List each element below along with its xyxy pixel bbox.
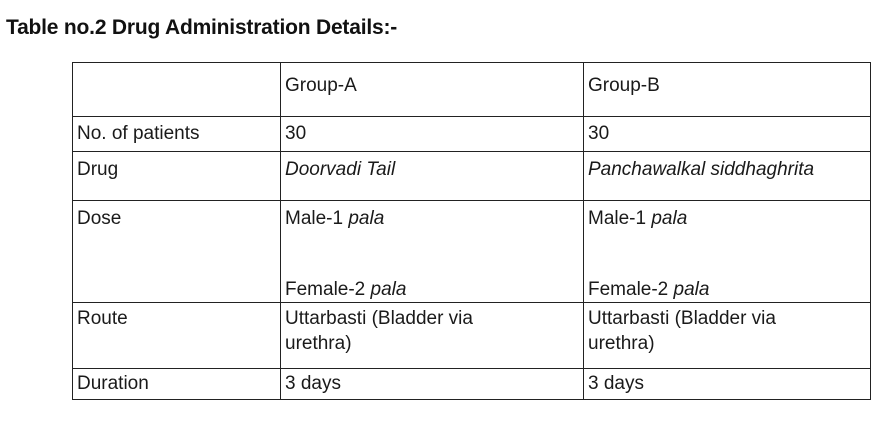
row-label-dose: Dose bbox=[72, 200, 281, 303]
dose-spacer bbox=[588, 231, 866, 277]
drug-group-a: Doorvadi Tail bbox=[280, 151, 584, 201]
dose-group-a-female: Female-2 pala bbox=[285, 277, 579, 302]
route-group-b: Uttarbasti (Bladder via urethra) bbox=[583, 302, 871, 369]
table-header-row: Group-A Group-B bbox=[72, 62, 871, 117]
dose-unit: pala bbox=[370, 279, 407, 300]
patients-group-b: 30 bbox=[583, 116, 871, 152]
table-row-dose: Dose Male-1 pala Female-2 pala Male-1 pa… bbox=[72, 200, 871, 303]
row-label-duration: Duration bbox=[72, 368, 281, 400]
dose-unit: pala bbox=[673, 279, 710, 300]
table-row-route: Route Uttarbasti (Bladder via urethra) U… bbox=[72, 302, 871, 369]
patients-group-a: 30 bbox=[280, 116, 584, 152]
drug-group-b: Panchawalkal siddhaghrita bbox=[583, 151, 871, 201]
route-group-a-line1: Uttarbasti (Bladder via bbox=[285, 308, 473, 329]
dose-unit: pala bbox=[651, 208, 688, 229]
dose-unit: pala bbox=[348, 208, 385, 229]
table-row-drug: Drug Doorvadi Tail Panchawalkal siddhagh… bbox=[72, 151, 871, 201]
drug-administration-table: Group-A Group-B No. of patients 30 30 Dr… bbox=[72, 62, 871, 400]
dose-group-b: Male-1 pala Female-2 pala bbox=[583, 200, 871, 303]
route-group-b-line1: Uttarbasti (Bladder via bbox=[588, 308, 776, 329]
row-label-patients: No. of patients bbox=[72, 116, 281, 152]
table-title: Table no.2 Drug Administration Details:- bbox=[6, 16, 398, 39]
dose-group-b-female: Female-2 pala bbox=[588, 277, 866, 302]
dose-group-a-male: Male-1 pala bbox=[285, 206, 579, 231]
table-row-duration: Duration 3 days 3 days bbox=[72, 368, 871, 400]
dose-female-prefix: Female-2 bbox=[588, 279, 674, 300]
header-group-a: Group-A bbox=[280, 62, 584, 117]
header-blank-cell bbox=[72, 62, 281, 117]
row-label-drug: Drug bbox=[72, 151, 281, 201]
duration-group-a: 3 days bbox=[280, 368, 584, 400]
dose-male-prefix: Male-1 bbox=[588, 208, 652, 229]
header-group-b: Group-B bbox=[583, 62, 871, 117]
dose-group-a: Male-1 pala Female-2 pala bbox=[280, 200, 584, 303]
dose-male-prefix: Male-1 bbox=[285, 208, 349, 229]
route-group-a: Uttarbasti (Bladder via urethra) bbox=[280, 302, 584, 369]
row-label-route: Route bbox=[72, 302, 281, 369]
dose-female-prefix: Female-2 bbox=[285, 279, 371, 300]
table-row-patients: No. of patients 30 30 bbox=[72, 116, 871, 152]
route-group-b-line2: urethra) bbox=[588, 333, 655, 354]
dose-spacer bbox=[285, 231, 579, 277]
route-group-a-line2: urethra) bbox=[285, 333, 352, 354]
duration-group-b: 3 days bbox=[583, 368, 871, 400]
dose-group-b-male: Male-1 pala bbox=[588, 206, 866, 231]
